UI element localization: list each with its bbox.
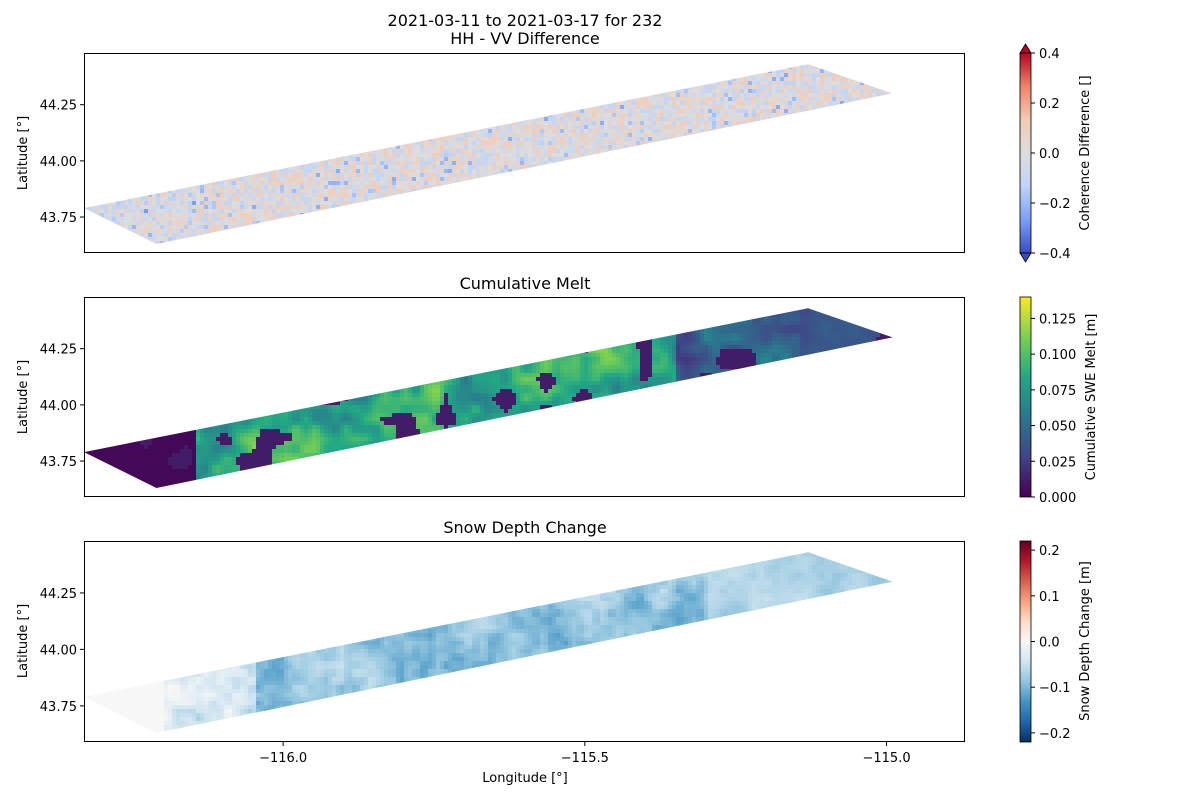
panel3-title: Snow Depth Change — [443, 518, 606, 537]
colorbar3-label: Snow Depth Change [m] — [1078, 561, 1093, 721]
colorbar-tick-label: 0.0 — [1039, 147, 1060, 162]
panel-snow-depth-change: 43.75 44.00 44.25 −116.0 −115.5 −115.0 — [40, 541, 965, 766]
y-tick-label: 44.25 — [40, 587, 77, 602]
panel3-ylabel: Latitude [°] — [16, 604, 31, 678]
swath-raster — [84, 552, 893, 733]
swath-raster — [84, 308, 893, 488]
x-tick-label: −116.0 — [259, 751, 307, 766]
colorbar2-label: Cumulative SWE Melt [m] — [1084, 314, 1099, 481]
y-tick-label: 43.75 — [40, 455, 77, 470]
colorbar-snow-depth-change: −0.2 −0.1 0.0 0.1 0.2 — [1019, 540, 1071, 743]
colorbar-tick-label: −0.2 — [1039, 197, 1071, 212]
panel2-title: Cumulative Melt — [460, 274, 591, 293]
axes-frame — [84, 541, 965, 742]
y-tick-label: 44.00 — [40, 399, 77, 414]
panel1-title: HH - VV Difference — [450, 29, 599, 48]
colorbar-extend-max — [1019, 43, 1032, 54]
colorbar-gradient — [1020, 297, 1031, 497]
y-tick-label: 44.00 — [40, 155, 77, 170]
y-tick-label: 44.25 — [40, 99, 77, 114]
colorbar-tick-label: 0.075 — [1039, 384, 1076, 399]
colorbar-tick-label: 0.4 — [1039, 47, 1060, 62]
colorbar-tick-label: −0.1 — [1039, 681, 1071, 696]
x-tick-label: −115.0 — [863, 751, 911, 766]
axes-frame — [84, 53, 965, 253]
colorbar-tick-label: 0.0 — [1039, 636, 1060, 651]
colorbar-tick-label: 0.2 — [1039, 97, 1060, 112]
colorbar-tick-label: 0.125 — [1039, 312, 1076, 327]
colorbar-gradient — [1020, 541, 1031, 742]
colorbar-coherence-difference: −0.4 −0.2 0.0 0.2 0.4 — [1019, 43, 1071, 263]
axes-frame — [84, 297, 965, 497]
colorbar-tick-label: −0.4 — [1039, 247, 1071, 262]
colorbar-tick-label: 0.2 — [1039, 544, 1060, 559]
y-tick-label: 44.25 — [40, 343, 77, 358]
x-axis-label: Longitude [°] — [482, 771, 567, 786]
figure-title-line1: 2021-03-11 to 2021-03-17 for 232 — [388, 11, 663, 30]
colorbar-tick-label: 0.050 — [1039, 420, 1076, 435]
panel-cumulative-melt: 43.75 44.00 44.25 — [40, 297, 965, 497]
panel2-ylabel: Latitude [°] — [16, 360, 31, 434]
colorbar-tick-label: −0.2 — [1039, 727, 1071, 742]
colorbar-frame — [1019, 296, 1032, 498]
panel1-ylabel: Latitude [°] — [16, 116, 31, 190]
swath-raster — [84, 64, 893, 244]
colorbar-tick-label: 0.000 — [1039, 491, 1076, 506]
x-tick-label: −115.5 — [561, 751, 609, 766]
colorbar-tick-label: 0.100 — [1039, 348, 1076, 363]
y-tick-label: 43.75 — [40, 700, 77, 715]
colorbar-tick-label: 0.025 — [1039, 455, 1076, 470]
y-tick-label: 43.75 — [40, 211, 77, 226]
colorbar-tick-label: 0.1 — [1039, 590, 1060, 605]
colorbar1-label: Coherence Difference [] — [1078, 75, 1093, 230]
colorbar-cumulative-swe-melt: 0.000 0.025 0.050 0.075 0.100 0.125 — [1019, 296, 1076, 506]
colorbar-extend-min — [1019, 252, 1032, 263]
y-tick-label: 44.00 — [40, 643, 77, 658]
colorbar-gradient — [1020, 53, 1031, 253]
panel-hh-vv-difference: 43.75 44.00 44.25 — [40, 53, 965, 253]
